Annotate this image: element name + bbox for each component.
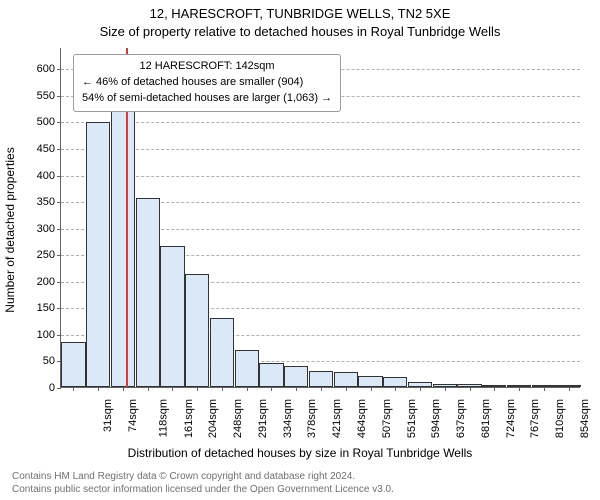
chart-container: 12, HARESCROFT, TUNBRIDGE WELLS, TN2 5XE… — [0, 0, 600, 500]
y-tick-label: 350 — [37, 196, 61, 208]
x-tick-label: 31sqm — [102, 399, 114, 432]
x-tick-mark — [519, 387, 520, 391]
histogram-bar — [235, 350, 259, 387]
histogram-bar — [185, 274, 209, 387]
footer-attribution: Contains HM Land Registry data © Crown c… — [12, 470, 394, 496]
histogram-bar — [309, 371, 333, 387]
x-tick-mark — [420, 387, 421, 391]
histogram-bar — [61, 342, 85, 387]
x-tick-label: 291sqm — [257, 399, 269, 438]
x-tick-label: 681sqm — [480, 399, 492, 438]
x-tick-mark — [544, 387, 545, 391]
histogram-bar — [86, 122, 110, 387]
x-tick-mark — [395, 387, 396, 391]
x-tick-mark — [247, 387, 248, 391]
x-tick-label: 378sqm — [307, 399, 319, 438]
histogram-bar — [383, 377, 407, 387]
chart-title-line2: Size of property relative to detached ho… — [0, 24, 600, 39]
y-axis-label: Number of detached properties — [3, 147, 17, 312]
x-tick-label: 161sqm — [183, 399, 195, 438]
x-tick-mark — [569, 387, 570, 391]
x-tick-mark — [73, 387, 74, 391]
x-tick-label: 854sqm — [579, 399, 591, 438]
y-tick-label: 0 — [49, 382, 61, 394]
y-tick-label: 400 — [37, 170, 61, 182]
footer-line1: Contains HM Land Registry data © Crown c… — [12, 470, 394, 483]
y-tick-label: 50 — [43, 355, 61, 367]
x-tick-mark — [98, 387, 99, 391]
y-tick-label: 200 — [37, 276, 61, 288]
x-tick-label: 118sqm — [157, 399, 169, 437]
x-tick-label: 464sqm — [356, 399, 368, 438]
y-tick-label: 600 — [37, 63, 61, 75]
x-tick-label: 421sqm — [331, 399, 343, 438]
x-tick-mark — [296, 387, 297, 391]
x-tick-mark — [371, 387, 372, 391]
y-tick-label: 250 — [37, 249, 61, 261]
y-tick-label: 550 — [37, 90, 61, 102]
y-tick-label: 100 — [37, 329, 61, 341]
x-tick-label: 204sqm — [208, 399, 220, 438]
x-tick-mark — [445, 387, 446, 391]
x-tick-mark — [123, 387, 124, 391]
x-tick-label: 507sqm — [381, 399, 393, 438]
histogram-bar — [160, 246, 184, 387]
x-tick-label: 248sqm — [232, 399, 244, 438]
x-tick-label: 767sqm — [529, 399, 541, 438]
histogram-bar — [136, 198, 160, 387]
gridline — [61, 149, 580, 150]
x-tick-mark — [494, 387, 495, 391]
chart-title-line1: 12, HARESCROFT, TUNBRIDGE WELLS, TN2 5XE — [0, 6, 600, 21]
histogram-bar — [334, 372, 358, 387]
x-tick-label: 334sqm — [282, 399, 294, 438]
y-tick-label: 150 — [37, 302, 61, 314]
x-tick-mark — [222, 387, 223, 391]
x-tick-label: 810sqm — [554, 399, 566, 438]
y-tick-label: 450 — [37, 143, 61, 155]
x-tick-mark — [172, 387, 173, 391]
x-tick-mark — [470, 387, 471, 391]
histogram-bar — [111, 100, 135, 387]
x-tick-label: 724sqm — [505, 399, 517, 438]
x-tick-label: 637sqm — [455, 399, 467, 438]
y-tick-label: 500 — [37, 116, 61, 128]
footer-line2: Contains public sector information licen… — [12, 483, 394, 496]
gridline — [61, 122, 580, 123]
annotation-line1: 12 HARESCROFT: 142sqm — [82, 59, 332, 75]
gridline — [61, 176, 580, 177]
x-tick-mark — [148, 387, 149, 391]
x-tick-mark — [321, 387, 322, 391]
x-tick-label: 74sqm — [127, 399, 139, 432]
x-tick-mark — [197, 387, 198, 391]
annotation-line2: ← 46% of detached houses are smaller (90… — [82, 75, 332, 91]
x-tick-mark — [346, 387, 347, 391]
x-tick-mark — [271, 387, 272, 391]
histogram-bar — [284, 366, 308, 387]
annotation-box: 12 HARESCROFT: 142sqm← 46% of detached h… — [73, 54, 341, 112]
x-tick-label: 594sqm — [430, 399, 442, 438]
x-tick-label: 551sqm — [406, 399, 418, 438]
plot-area: 05010015020025030035040045050055060031sq… — [60, 48, 580, 388]
x-axis-caption: Distribution of detached houses by size … — [0, 446, 600, 460]
histogram-bar — [259, 363, 283, 387]
histogram-bar — [210, 318, 234, 387]
annotation-line3: 54% of semi-detached houses are larger (… — [82, 91, 332, 107]
histogram-bar — [358, 376, 382, 387]
y-tick-label: 300 — [37, 223, 61, 235]
